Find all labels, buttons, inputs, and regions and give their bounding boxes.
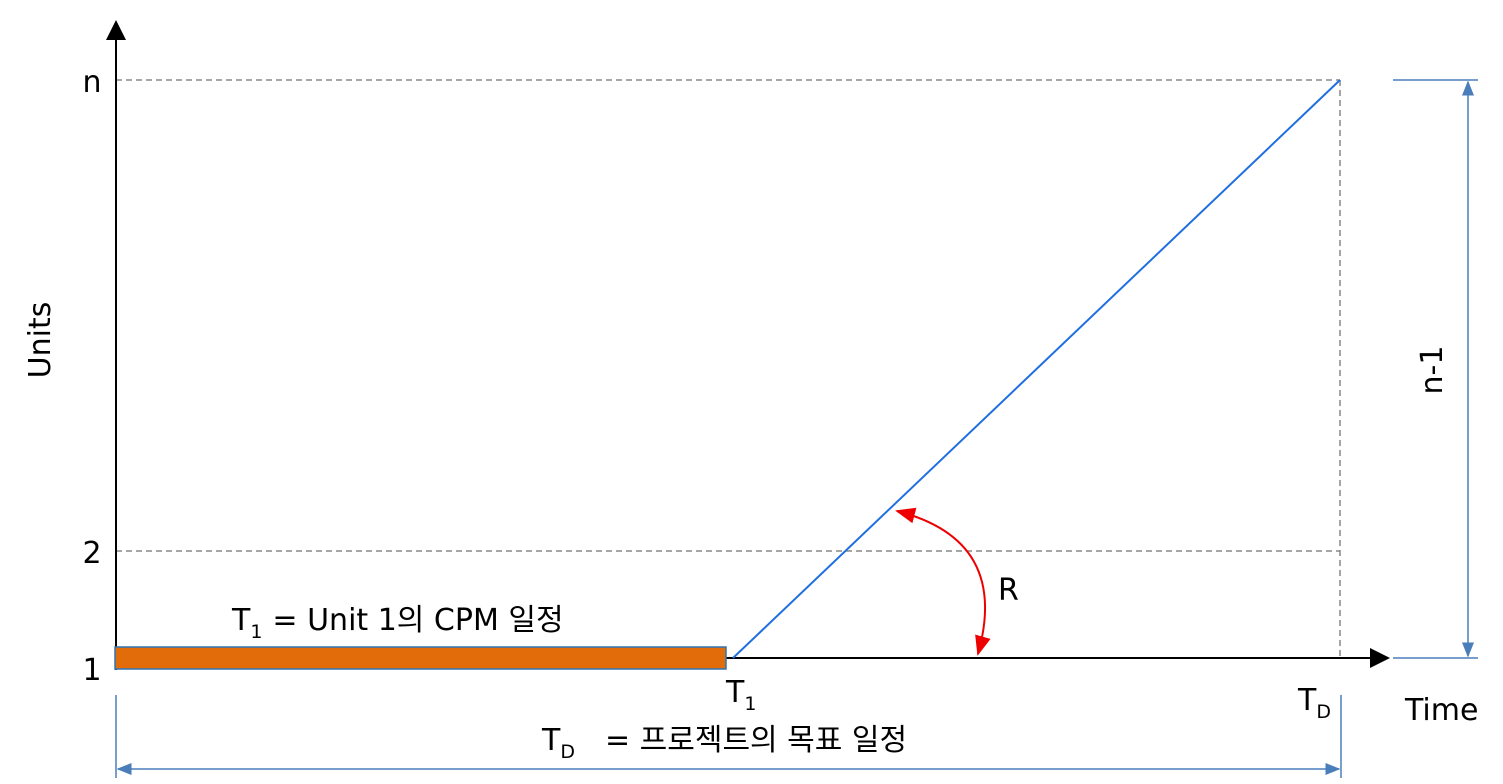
y-tick-label: 1 (82, 653, 101, 688)
subscript: D (1316, 701, 1331, 723)
bar-label: T1 = Unit 1의 CPM 일정 (231, 603, 564, 643)
progress-line (732, 79, 1341, 659)
subscript: D (560, 741, 575, 763)
symbol: T (541, 723, 561, 758)
y-axis-label: Units (23, 302, 58, 379)
rate-arc (895, 507, 991, 656)
x-axis-label: Time (1404, 693, 1478, 728)
duration-label: TD = 프로젝트의 목표 일정 (541, 723, 907, 763)
subscript: 1 (744, 693, 756, 715)
height-label: n-1 (1415, 346, 1450, 395)
label-text: = 프로젝트의 목표 일정 (605, 723, 907, 758)
symbol: T (231, 603, 251, 638)
label-text: = Unit 1의 CPM 일정 (272, 603, 563, 638)
subscript: 1 (250, 621, 262, 643)
unit1-bar (114, 646, 727, 670)
td-label: TD (1297, 683, 1331, 723)
y-tick-label: n (82, 65, 101, 100)
rate-label: R (998, 573, 1019, 608)
t1-label: T1 (725, 675, 756, 715)
y-tick-label: 2 (82, 536, 101, 571)
symbol: T (725, 675, 745, 710)
symbol: T (1297, 683, 1317, 718)
